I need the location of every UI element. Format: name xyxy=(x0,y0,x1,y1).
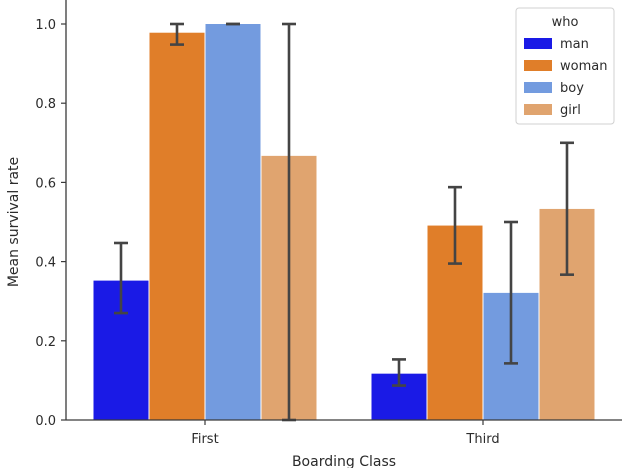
legend-swatch-girl xyxy=(524,104,552,115)
y-tick-label: 0.8 xyxy=(35,97,56,112)
x-tick-label: Third xyxy=(465,432,499,447)
x-tick-label: First xyxy=(191,432,218,447)
y-ticks: 0.0 0.2 0.4 0.6 0.8 1.0 xyxy=(35,18,66,429)
legend-items: man woman boy girl xyxy=(524,37,607,118)
error-bar-man-first xyxy=(114,241,128,315)
legend-title: who xyxy=(552,15,579,30)
error-bar-girl-third xyxy=(560,141,574,276)
legend-frame xyxy=(515,7,615,125)
y-tick-label: 0.4 xyxy=(35,256,56,271)
y-tick-label: 0.6 xyxy=(35,176,56,191)
legend: who man woman boy girl xyxy=(515,7,615,125)
legend-swatch-woman xyxy=(524,60,552,71)
y-axis-title: Mean survival rate xyxy=(6,157,22,287)
legend-label-woman: woman xyxy=(560,59,607,74)
legend-swatch-boy xyxy=(524,82,552,93)
legend-label-man: man xyxy=(560,37,589,52)
y-tick-label: 0.2 xyxy=(35,335,56,350)
y-tick-label: 1.0 xyxy=(35,18,56,33)
error-bar-woman-first xyxy=(170,22,184,46)
legend-label-boy: boy xyxy=(560,81,584,96)
error-bar-man-third xyxy=(392,358,406,387)
error-bar-woman-third xyxy=(448,185,462,265)
bar-woman-first xyxy=(149,32,205,420)
error-bar-boy-third xyxy=(504,220,518,365)
x-axis-title: Boarding Class xyxy=(292,454,396,468)
bar-boy-first xyxy=(205,24,261,420)
y-tick-label: 0.0 xyxy=(35,414,56,429)
legend-swatch-man xyxy=(524,38,552,49)
x-ticks: First Third xyxy=(191,420,500,447)
error-bars-layer xyxy=(114,22,574,422)
legend-label-girl: girl xyxy=(560,103,581,118)
